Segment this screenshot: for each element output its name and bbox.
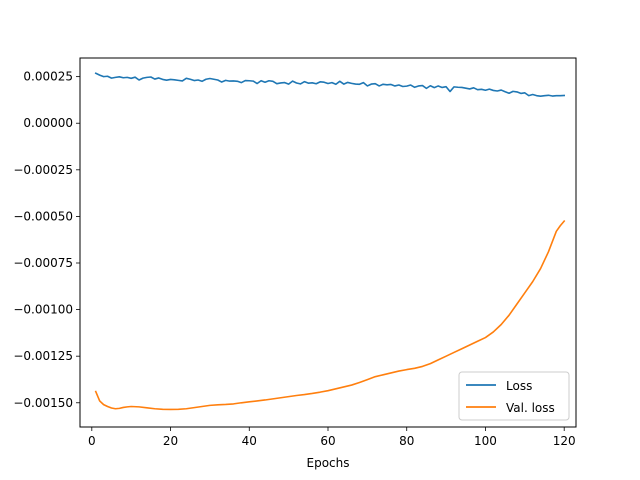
legend-label-val-loss: Val. loss bbox=[506, 401, 555, 415]
x-tick-label: 40 bbox=[242, 434, 257, 448]
series-lines bbox=[94, 72, 566, 411]
y-tick-label: −0.00150 bbox=[13, 396, 73, 410]
x-tick-label: 0 bbox=[88, 434, 96, 448]
x-axis-label: Epochs bbox=[307, 456, 350, 470]
y-tick-label: 0.00000 bbox=[23, 116, 73, 130]
x-tick-label: 100 bbox=[474, 434, 497, 448]
val-loss-line bbox=[94, 219, 566, 411]
y-tick-label: −0.00050 bbox=[13, 209, 73, 223]
plot-frame bbox=[79, 57, 577, 428]
legend-box bbox=[458, 371, 570, 421]
x-tick-label: 20 bbox=[163, 434, 178, 448]
y-tick-label: −0.00075 bbox=[13, 256, 73, 270]
legend-label-loss: Loss bbox=[506, 379, 532, 393]
y-axis-ticks: 0.00025 0.00000 −0.00025 −0.00050 −0.00075 −0… bbox=[13, 70, 80, 410]
plot-background bbox=[80, 58, 576, 427]
y-tick-label: −0.00100 bbox=[13, 303, 73, 317]
y-tick-label: 0.00025 bbox=[23, 70, 73, 84]
x-tick-label: 120 bbox=[553, 434, 576, 448]
legend: Loss Val. loss bbox=[458, 371, 570, 421]
x-tick-label: 80 bbox=[399, 434, 414, 448]
x-tick-label: 60 bbox=[320, 434, 335, 448]
x-axis-ticks: 0 20 40 60 80 100 120 bbox=[88, 427, 576, 448]
y-tick-label: −0.00125 bbox=[13, 349, 73, 363]
loss-line bbox=[94, 72, 566, 97]
y-tick-label: −0.00025 bbox=[13, 163, 73, 177]
